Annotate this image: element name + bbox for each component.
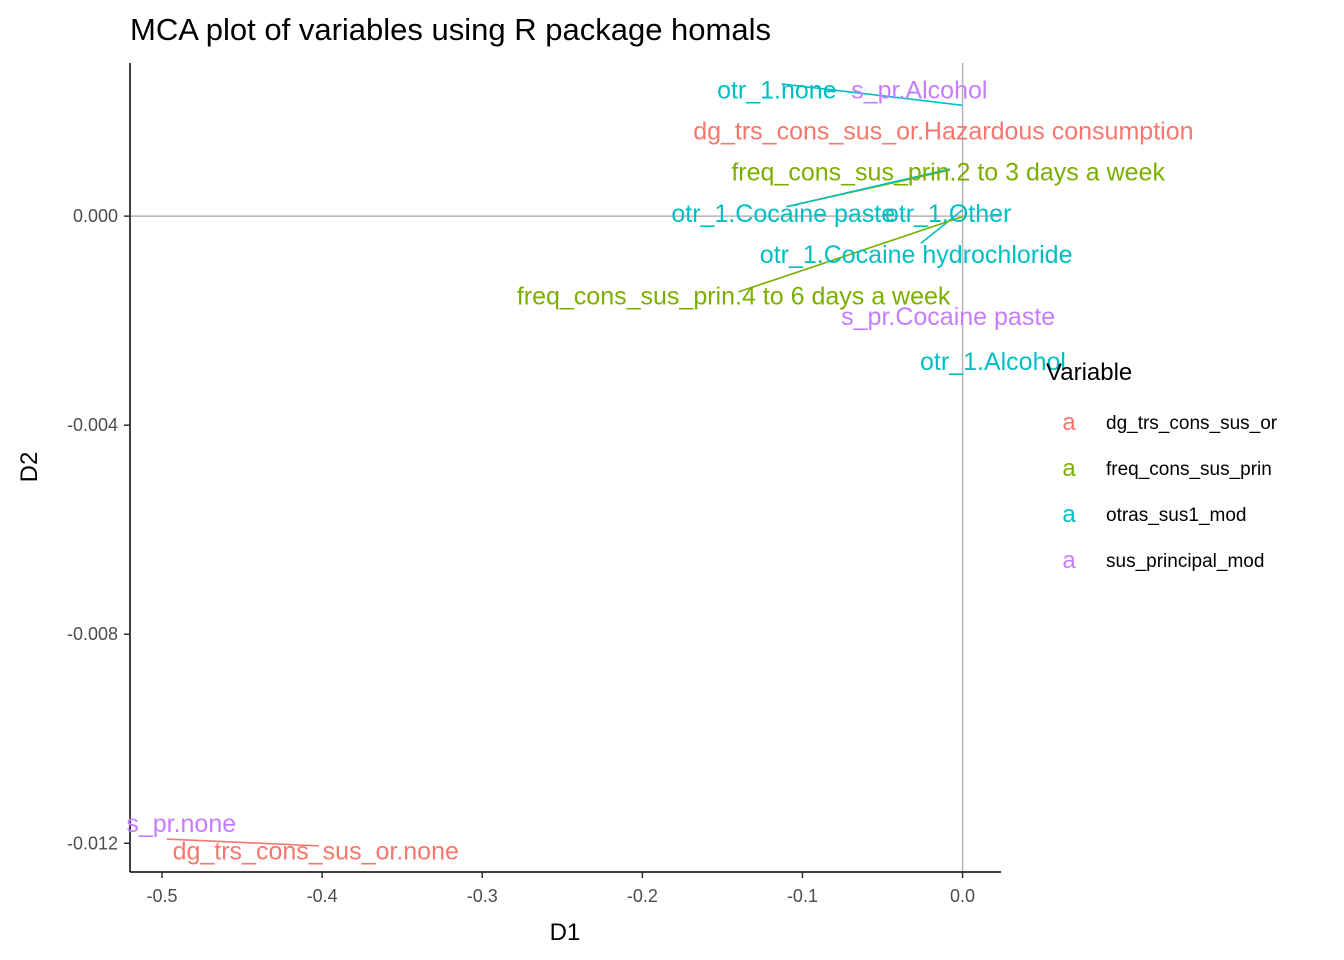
x-axis-title: D1 bbox=[550, 919, 581, 946]
point-label: otr_1.Cocaine paste bbox=[671, 200, 895, 228]
point-label: otr_1.Alcohol bbox=[920, 348, 1066, 376]
legend-label: sus_principal_mod bbox=[1106, 551, 1264, 572]
x-tick-label: -0.4 bbox=[307, 886, 338, 906]
legend-title: Variable bbox=[1046, 359, 1132, 386]
point-label: s_pr.none bbox=[126, 810, 236, 838]
point-label: dg_trs_cons_sus_or.none bbox=[173, 838, 459, 866]
point-label: s_pr.Alcohol bbox=[851, 77, 987, 105]
label-connector bbox=[786, 168, 950, 208]
point-label: freq_cons_sus_prin.4 to 6 days a week bbox=[517, 283, 951, 311]
point-label: freq_cons_sus_prin.2 to 3 days a week bbox=[731, 159, 1165, 187]
plot-area: -0.5 -0.4 -0.3 -0.2 -0.1 0.0 0.000 -0.004 -0.008… bbox=[67, 63, 1194, 906]
chart-title: MCA plot of variables using R package ho… bbox=[130, 12, 771, 47]
point-label: s_pr.Cocaine paste bbox=[841, 303, 1055, 331]
legend-key: a bbox=[1062, 501, 1076, 528]
legend-key: a bbox=[1062, 547, 1076, 574]
legend-label: otras_sus1_mod bbox=[1106, 505, 1246, 526]
y-tick-label: -0.008 bbox=[67, 624, 118, 644]
point-label: dg_trs_cons_sus_or.Hazardous consumption bbox=[693, 117, 1193, 145]
legend-label: freq_cons_sus_prin bbox=[1106, 459, 1272, 480]
label-connector bbox=[781, 83, 963, 107]
legend: Variable a dg_trs_cons_sus_ora freq_cons_s… bbox=[1046, 359, 1278, 574]
x-tick-label: 0.0 bbox=[950, 886, 975, 906]
label-connector bbox=[166, 838, 319, 847]
legend-key: a bbox=[1062, 455, 1076, 482]
x-tick-label: -0.1 bbox=[787, 886, 818, 906]
y-axis-title: D2 bbox=[16, 452, 43, 483]
x-tick-label: -0.3 bbox=[467, 886, 498, 906]
x-tick-label: -0.2 bbox=[627, 886, 658, 906]
point-label: otr_1.Cocaine hydrochloride bbox=[760, 241, 1073, 269]
point-label: otr_1.none bbox=[717, 77, 837, 105]
x-tick-label: -0.5 bbox=[147, 886, 178, 906]
label-connector bbox=[920, 209, 964, 244]
legend-label: dg_trs_cons_sus_or bbox=[1106, 413, 1278, 434]
y-tick-label: 0.000 bbox=[73, 206, 118, 226]
y-tick-label: -0.004 bbox=[67, 415, 118, 435]
legend-key: a bbox=[1062, 409, 1076, 436]
label-connector bbox=[738, 215, 963, 293]
y-tick-label: -0.012 bbox=[67, 833, 118, 853]
point-label: otr_1.Other bbox=[885, 200, 1011, 228]
